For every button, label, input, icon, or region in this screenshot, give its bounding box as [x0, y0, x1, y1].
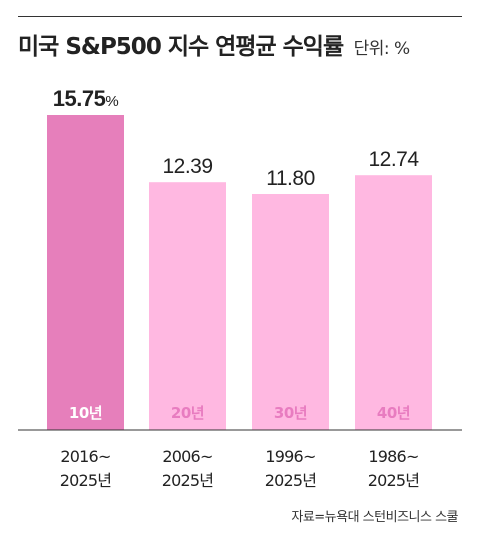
category-label-line: 2006~	[162, 447, 212, 466]
bar-1	[47, 115, 124, 430]
category-label-line: 1996~	[265, 447, 315, 466]
unit-label: 단위: %	[353, 39, 411, 59]
period-label-3: 30년	[274, 404, 307, 422]
period-label-2: 20년	[171, 404, 204, 422]
bar-4	[355, 175, 432, 430]
top-rule	[18, 16, 462, 17]
period-label-4: 40년	[377, 404, 410, 422]
bar-3	[252, 194, 329, 430]
category-label-4: 1986~ 2025년	[368, 447, 420, 490]
category-label-line: 1986~	[368, 447, 418, 466]
source-note: 자료=뉴욕대 스턴비즈니스 스쿨	[291, 510, 458, 525]
category-label-line: 2025년	[162, 471, 214, 490]
value-suffix: %	[105, 93, 118, 110]
value-label-3: 11.80	[266, 167, 315, 190]
value-label-1: 15.75%	[53, 86, 119, 111]
category-label-2: 2006~ 2025년	[162, 447, 214, 490]
category-label-line: 2016~	[60, 447, 110, 466]
period-label-1: 10년	[69, 404, 102, 422]
value-label-4: 12.74	[368, 148, 419, 171]
title-row: 미국 S&P500 지수 연평균 수익률 단위: %	[18, 27, 410, 61]
category-label-line: 2025년	[368, 471, 420, 490]
category-label-1: 2016~ 2025년	[60, 447, 112, 490]
category-label-line: 2025년	[60, 471, 112, 490]
value-label-2: 12.39	[162, 155, 212, 178]
chart-title: 미국 S&P500 지수 연평균 수익률	[18, 34, 344, 60]
bar-2	[149, 182, 226, 430]
category-label-3: 1996~ 2025년	[265, 447, 317, 490]
category-label-line: 2025년	[265, 471, 317, 490]
